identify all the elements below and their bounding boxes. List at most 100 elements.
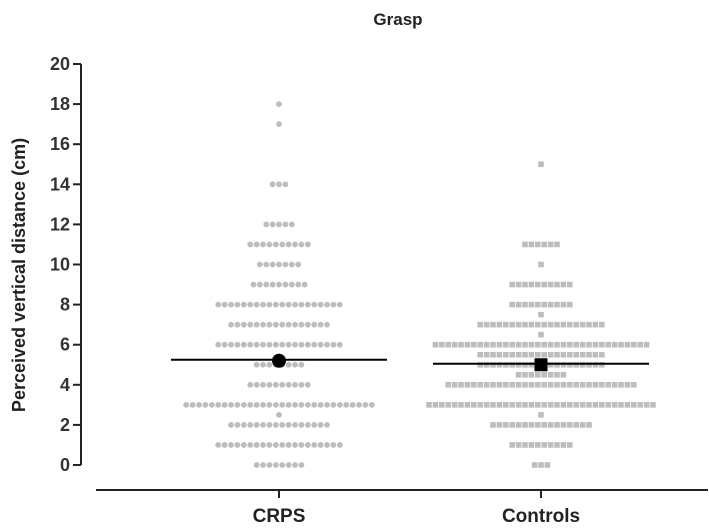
- data-point: [282, 221, 289, 228]
- data-point: [554, 281, 560, 288]
- data-point: [285, 241, 292, 248]
- data-point: [496, 321, 503, 328]
- data-point: [240, 442, 247, 448]
- data-point: [547, 442, 554, 448]
- data-point: [311, 401, 318, 408]
- mean-marker: [534, 358, 548, 372]
- data-point: [528, 281, 535, 288]
- data-point: [266, 442, 273, 448]
- data-point: [221, 341, 228, 348]
- data-point: [285, 422, 292, 428]
- data-point: [228, 321, 234, 328]
- data-point: [547, 382, 554, 388]
- data-point: [509, 341, 515, 348]
- data-point: [272, 241, 279, 248]
- data-point: [330, 401, 337, 408]
- data-point: [304, 381, 311, 388]
- data-point: [285, 381, 292, 388]
- data-point: [579, 341, 586, 348]
- data-point: [247, 321, 254, 328]
- data-point: [202, 401, 209, 408]
- data-point: [643, 402, 650, 408]
- data-point: [599, 402, 605, 408]
- data-point: [541, 301, 547, 308]
- data-point: [554, 382, 560, 388]
- data-point: [483, 351, 490, 358]
- data-point: [445, 382, 451, 388]
- data-point: [477, 341, 483, 348]
- data-point: [304, 422, 311, 428]
- y-tick-label: 20: [50, 54, 70, 74]
- data-point: [541, 321, 547, 328]
- data-point: [522, 341, 528, 348]
- data-point: [599, 341, 605, 348]
- data-point: [260, 462, 266, 468]
- data-point: [276, 261, 282, 268]
- x-categories: CRPS Controls: [253, 490, 580, 527]
- data-point: [234, 321, 241, 328]
- data-point: [279, 341, 286, 348]
- data-point: [637, 341, 643, 348]
- data-point: [260, 341, 266, 348]
- data-point: [324, 341, 330, 348]
- data-point: [605, 402, 611, 408]
- data-point: [263, 261, 270, 268]
- data-point: [285, 442, 292, 448]
- data-point: [266, 241, 273, 248]
- data-point: [439, 402, 445, 408]
- data-point: [282, 261, 289, 268]
- data-point: [483, 361, 490, 368]
- data-point: [311, 442, 318, 448]
- data-point: [282, 181, 289, 188]
- data-point: [228, 341, 234, 348]
- data-point: [528, 241, 535, 248]
- data-point: [560, 371, 567, 378]
- data-point: [282, 281, 289, 288]
- data-point: [445, 341, 451, 348]
- data-point: [560, 281, 567, 288]
- data-point: [266, 321, 273, 328]
- data-point: [298, 442, 305, 448]
- data-point: [528, 442, 535, 448]
- data-point: [253, 401, 260, 408]
- data-point: [503, 382, 509, 388]
- data-point: [317, 321, 324, 328]
- data-point: [292, 442, 298, 448]
- data-point: [228, 401, 234, 408]
- data-point: [368, 401, 375, 408]
- data-point: [253, 361, 260, 368]
- data-point: [189, 401, 196, 408]
- data-point: [522, 422, 528, 428]
- data-point: [579, 402, 586, 408]
- data-point: [496, 422, 503, 428]
- data-point: [554, 301, 560, 308]
- data-point: [215, 442, 222, 448]
- data-point: [183, 401, 190, 408]
- data-point: [260, 381, 266, 388]
- data-point: [490, 382, 496, 388]
- data-point: [541, 382, 547, 388]
- data-point: [356, 401, 362, 408]
- data-point: [298, 422, 305, 428]
- data-point: [260, 401, 266, 408]
- data-point: [228, 422, 234, 428]
- data-point: [496, 351, 503, 358]
- data-point: [554, 442, 560, 448]
- data-point: [483, 402, 490, 408]
- data-point: [599, 382, 605, 388]
- data-point: [477, 361, 483, 368]
- data-point: [269, 261, 276, 268]
- data-point: [304, 301, 311, 308]
- data-point: [509, 321, 515, 328]
- y-tick-label: 16: [50, 134, 70, 154]
- data-point: [509, 382, 515, 388]
- data-point: [336, 301, 343, 308]
- data-point: [301, 281, 308, 288]
- data-point: [535, 402, 541, 408]
- data-point: [560, 402, 567, 408]
- data-point: [253, 422, 260, 428]
- data-point: [586, 382, 592, 388]
- data-point: [240, 422, 247, 428]
- data-point: [528, 402, 535, 408]
- data-point: [509, 361, 515, 368]
